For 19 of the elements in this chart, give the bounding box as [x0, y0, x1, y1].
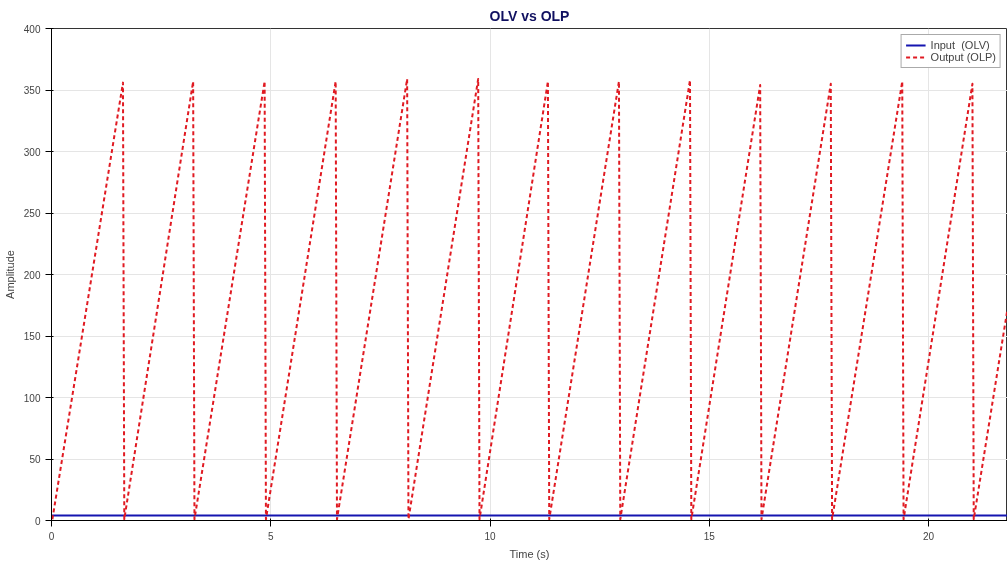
x-tick-label: 5 — [267, 530, 274, 542]
y-tick-label: 200 — [23, 269, 41, 281]
y-tick-label: 400 — [23, 23, 41, 35]
y-tick-label: 350 — [23, 85, 41, 96]
x-tick-label: 15 — [703, 530, 716, 542]
y-tick-label: 250 — [23, 208, 41, 219]
y-tick-label: 150 — [23, 331, 41, 342]
y-tick-label: 300 — [23, 146, 41, 158]
x-tick-label: 0 — [48, 530, 55, 542]
x-axis-title: Time (s) — [509, 547, 550, 560]
y-tick-label: 50 — [29, 454, 41, 465]
legend-label: Output (OLP) — [930, 51, 996, 63]
y-axis-title: Amplitude — [3, 250, 16, 299]
chart-title: OLV vs OLP — [489, 7, 570, 24]
x-tick-label: 20 — [923, 530, 935, 542]
legend-label: Input (OLV) — [930, 39, 990, 51]
y-tick-label: 0 — [34, 515, 41, 527]
x-tick-label: 10 — [484, 530, 497, 542]
y-tick-label: 100 — [23, 392, 41, 404]
